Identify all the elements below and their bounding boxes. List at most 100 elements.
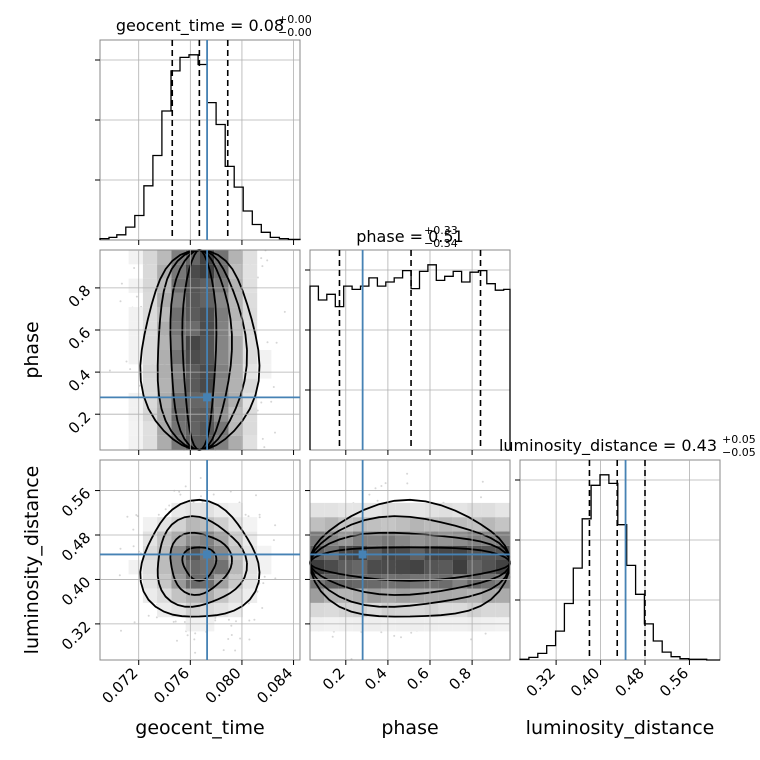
density-cell xyxy=(185,321,200,336)
scatter-point xyxy=(212,493,215,496)
title-luminosity-distance-plus: +0.05 xyxy=(722,433,756,446)
density-cell xyxy=(438,588,453,603)
density-cell xyxy=(242,574,258,589)
scatter-point xyxy=(157,513,160,516)
density-cell xyxy=(242,278,258,293)
scatter-point xyxy=(194,632,197,635)
scatter-point xyxy=(126,515,129,518)
contour-line xyxy=(169,249,233,451)
density-cell xyxy=(410,545,425,560)
density-cell xyxy=(128,321,143,336)
density-cell xyxy=(395,588,410,603)
density-cell xyxy=(142,421,158,436)
density-cell xyxy=(185,307,200,322)
truth-marker xyxy=(358,550,367,559)
density-cell xyxy=(157,435,172,450)
density-cell xyxy=(395,545,410,560)
density-cell xyxy=(242,560,258,575)
scatter-point xyxy=(261,437,264,440)
density-cell xyxy=(242,378,258,393)
scatter-point xyxy=(274,431,276,434)
density-cell xyxy=(381,574,396,589)
density-cell xyxy=(185,364,200,379)
density-cell xyxy=(214,335,229,350)
density-cell xyxy=(185,292,200,308)
density-cell xyxy=(157,335,172,350)
density-cell xyxy=(128,335,143,350)
contour-line xyxy=(139,249,261,451)
density-cell xyxy=(185,588,200,603)
scatter-point xyxy=(261,607,264,609)
density-cell xyxy=(228,502,243,518)
density-cell xyxy=(438,531,453,546)
y-tick-label: 0.56 xyxy=(58,484,94,520)
scatter-point xyxy=(227,638,230,640)
density-cell xyxy=(381,502,396,518)
density-cell xyxy=(157,531,172,546)
x-tick-label: 0.56 xyxy=(656,664,692,700)
x-tick-label: 0.072 xyxy=(98,664,141,707)
density-cell xyxy=(324,545,339,560)
density-cell xyxy=(381,602,396,618)
density-cell xyxy=(257,560,272,575)
scatter-point xyxy=(263,446,266,449)
density-cell xyxy=(228,364,243,379)
scatter-point xyxy=(481,480,484,483)
scatter-point xyxy=(393,634,396,637)
scatter-point xyxy=(234,649,237,652)
density-cell xyxy=(495,502,510,518)
density-cell xyxy=(128,350,143,365)
density-cell xyxy=(171,502,186,518)
density-cell xyxy=(395,517,410,532)
density-cell xyxy=(481,574,496,589)
scatter-point xyxy=(253,618,256,621)
scatter-point xyxy=(274,577,277,580)
density-cell xyxy=(228,435,243,450)
scatter-point xyxy=(119,300,122,303)
density-cell xyxy=(367,517,382,532)
x-tick-label: 0.2 xyxy=(319,664,349,694)
density-cell xyxy=(157,250,172,265)
scatter-point xyxy=(260,257,263,260)
ylabel-phase: phase xyxy=(21,321,43,378)
density-cell xyxy=(171,321,186,336)
scatter-point xyxy=(247,602,250,605)
truth-marker xyxy=(203,393,212,402)
density-cell xyxy=(438,574,453,589)
density-cell xyxy=(310,517,325,532)
scatter-point xyxy=(133,267,136,269)
density-cell xyxy=(257,364,272,379)
scatter-point xyxy=(274,524,277,527)
density-cell xyxy=(352,560,368,575)
density-cell xyxy=(128,435,143,450)
density-cell xyxy=(367,560,382,575)
density-cell xyxy=(157,574,172,589)
density-cell xyxy=(438,545,453,560)
density-cell xyxy=(381,560,396,575)
scatter-point xyxy=(244,513,247,516)
scatter-point xyxy=(227,618,230,621)
density-cell xyxy=(128,421,143,436)
density-cell xyxy=(242,350,258,365)
density-phase-luminosity-distance xyxy=(309,472,511,661)
y-tick-label: 0.6 xyxy=(65,324,95,354)
y-tick-label: 0.8 xyxy=(65,282,95,312)
scatter-point xyxy=(138,384,141,387)
density-cell xyxy=(228,574,243,589)
scatter-point xyxy=(262,582,265,585)
density-cell xyxy=(171,292,186,308)
density-cell xyxy=(410,602,425,618)
title-phase-minus: −0.34 xyxy=(424,237,458,250)
density-cell xyxy=(142,350,158,365)
scatter-point xyxy=(410,631,413,634)
density-cell xyxy=(185,392,200,408)
density-cell xyxy=(228,531,243,546)
title-luminosity-distance-minus: −0.05 xyxy=(722,446,756,459)
scatter-point xyxy=(135,295,138,298)
density-cell xyxy=(185,350,200,365)
x-tick-label: 0.8 xyxy=(445,664,475,694)
density-cell xyxy=(214,545,229,560)
density-cell xyxy=(228,378,243,393)
scatter-point xyxy=(184,485,187,488)
scatter-point xyxy=(120,629,122,632)
